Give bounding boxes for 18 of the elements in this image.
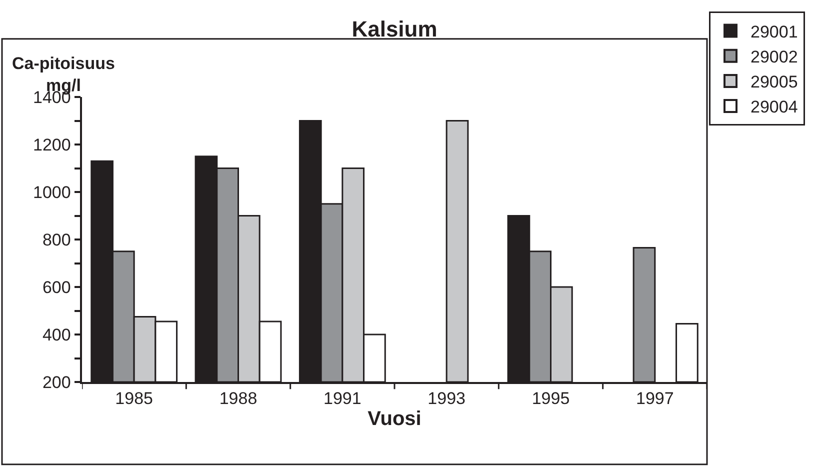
- x-tick-label: 1997: [636, 389, 674, 408]
- x-tick-label: 1991: [324, 389, 362, 408]
- chart-title: Kalsium: [352, 16, 438, 42]
- y-tick-label: 400: [42, 325, 71, 344]
- x-tick-label: 1993: [428, 389, 466, 408]
- legend-label: 29005: [750, 72, 798, 92]
- y-tick-label: 600: [42, 278, 71, 297]
- y-tick-label: 800: [42, 230, 71, 250]
- x-tick-label: 1995: [532, 389, 570, 408]
- legend-label: 29002: [750, 47, 798, 66]
- y-tick-label: 1000: [33, 182, 71, 202]
- x-tick-label: 1985: [115, 389, 153, 408]
- y-tick-label: 200: [42, 372, 71, 392]
- x-tick-label: 1988: [219, 389, 258, 408]
- y-tick-label: 1200: [33, 135, 71, 154]
- x-axis-title: Vuosi: [368, 408, 422, 430]
- legend-label: 29004: [750, 98, 798, 117]
- legend-label: 29001: [750, 22, 798, 42]
